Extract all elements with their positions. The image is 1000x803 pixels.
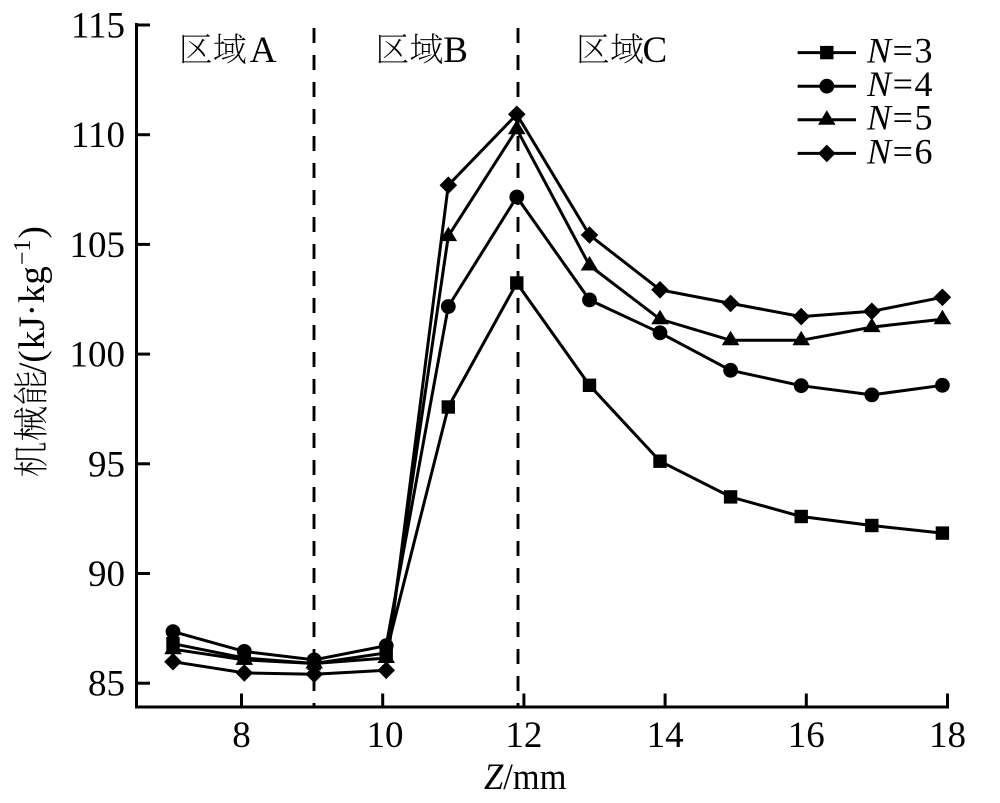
- svg-text:N=5: N=5: [866, 98, 934, 138]
- svg-text:14: 14: [647, 715, 684, 756]
- svg-text:10: 10: [367, 715, 404, 756]
- svg-text:C: C: [643, 30, 668, 71]
- svg-text:100: 100: [70, 335, 126, 376]
- svg-text:90: 90: [88, 554, 125, 595]
- svg-text:B: B: [443, 30, 468, 71]
- svg-text:12: 12: [505, 715, 542, 756]
- svg-text:N=4: N=4: [866, 64, 934, 104]
- svg-text:16: 16: [788, 715, 825, 756]
- svg-text:8: 8: [232, 715, 251, 756]
- svg-text:95: 95: [88, 444, 125, 485]
- svg-text:N=3: N=3: [866, 31, 934, 71]
- svg-text:105: 105: [70, 225, 126, 266]
- svg-text:110: 110: [71, 115, 125, 156]
- svg-text:18: 18: [929, 715, 966, 756]
- svg-text:115: 115: [71, 6, 125, 47]
- svg-text:Z/mm: Z/mm: [484, 757, 567, 798]
- svg-text:A: A: [250, 30, 277, 71]
- svg-text:N=6: N=6: [866, 131, 934, 171]
- svg-text:85: 85: [88, 664, 125, 705]
